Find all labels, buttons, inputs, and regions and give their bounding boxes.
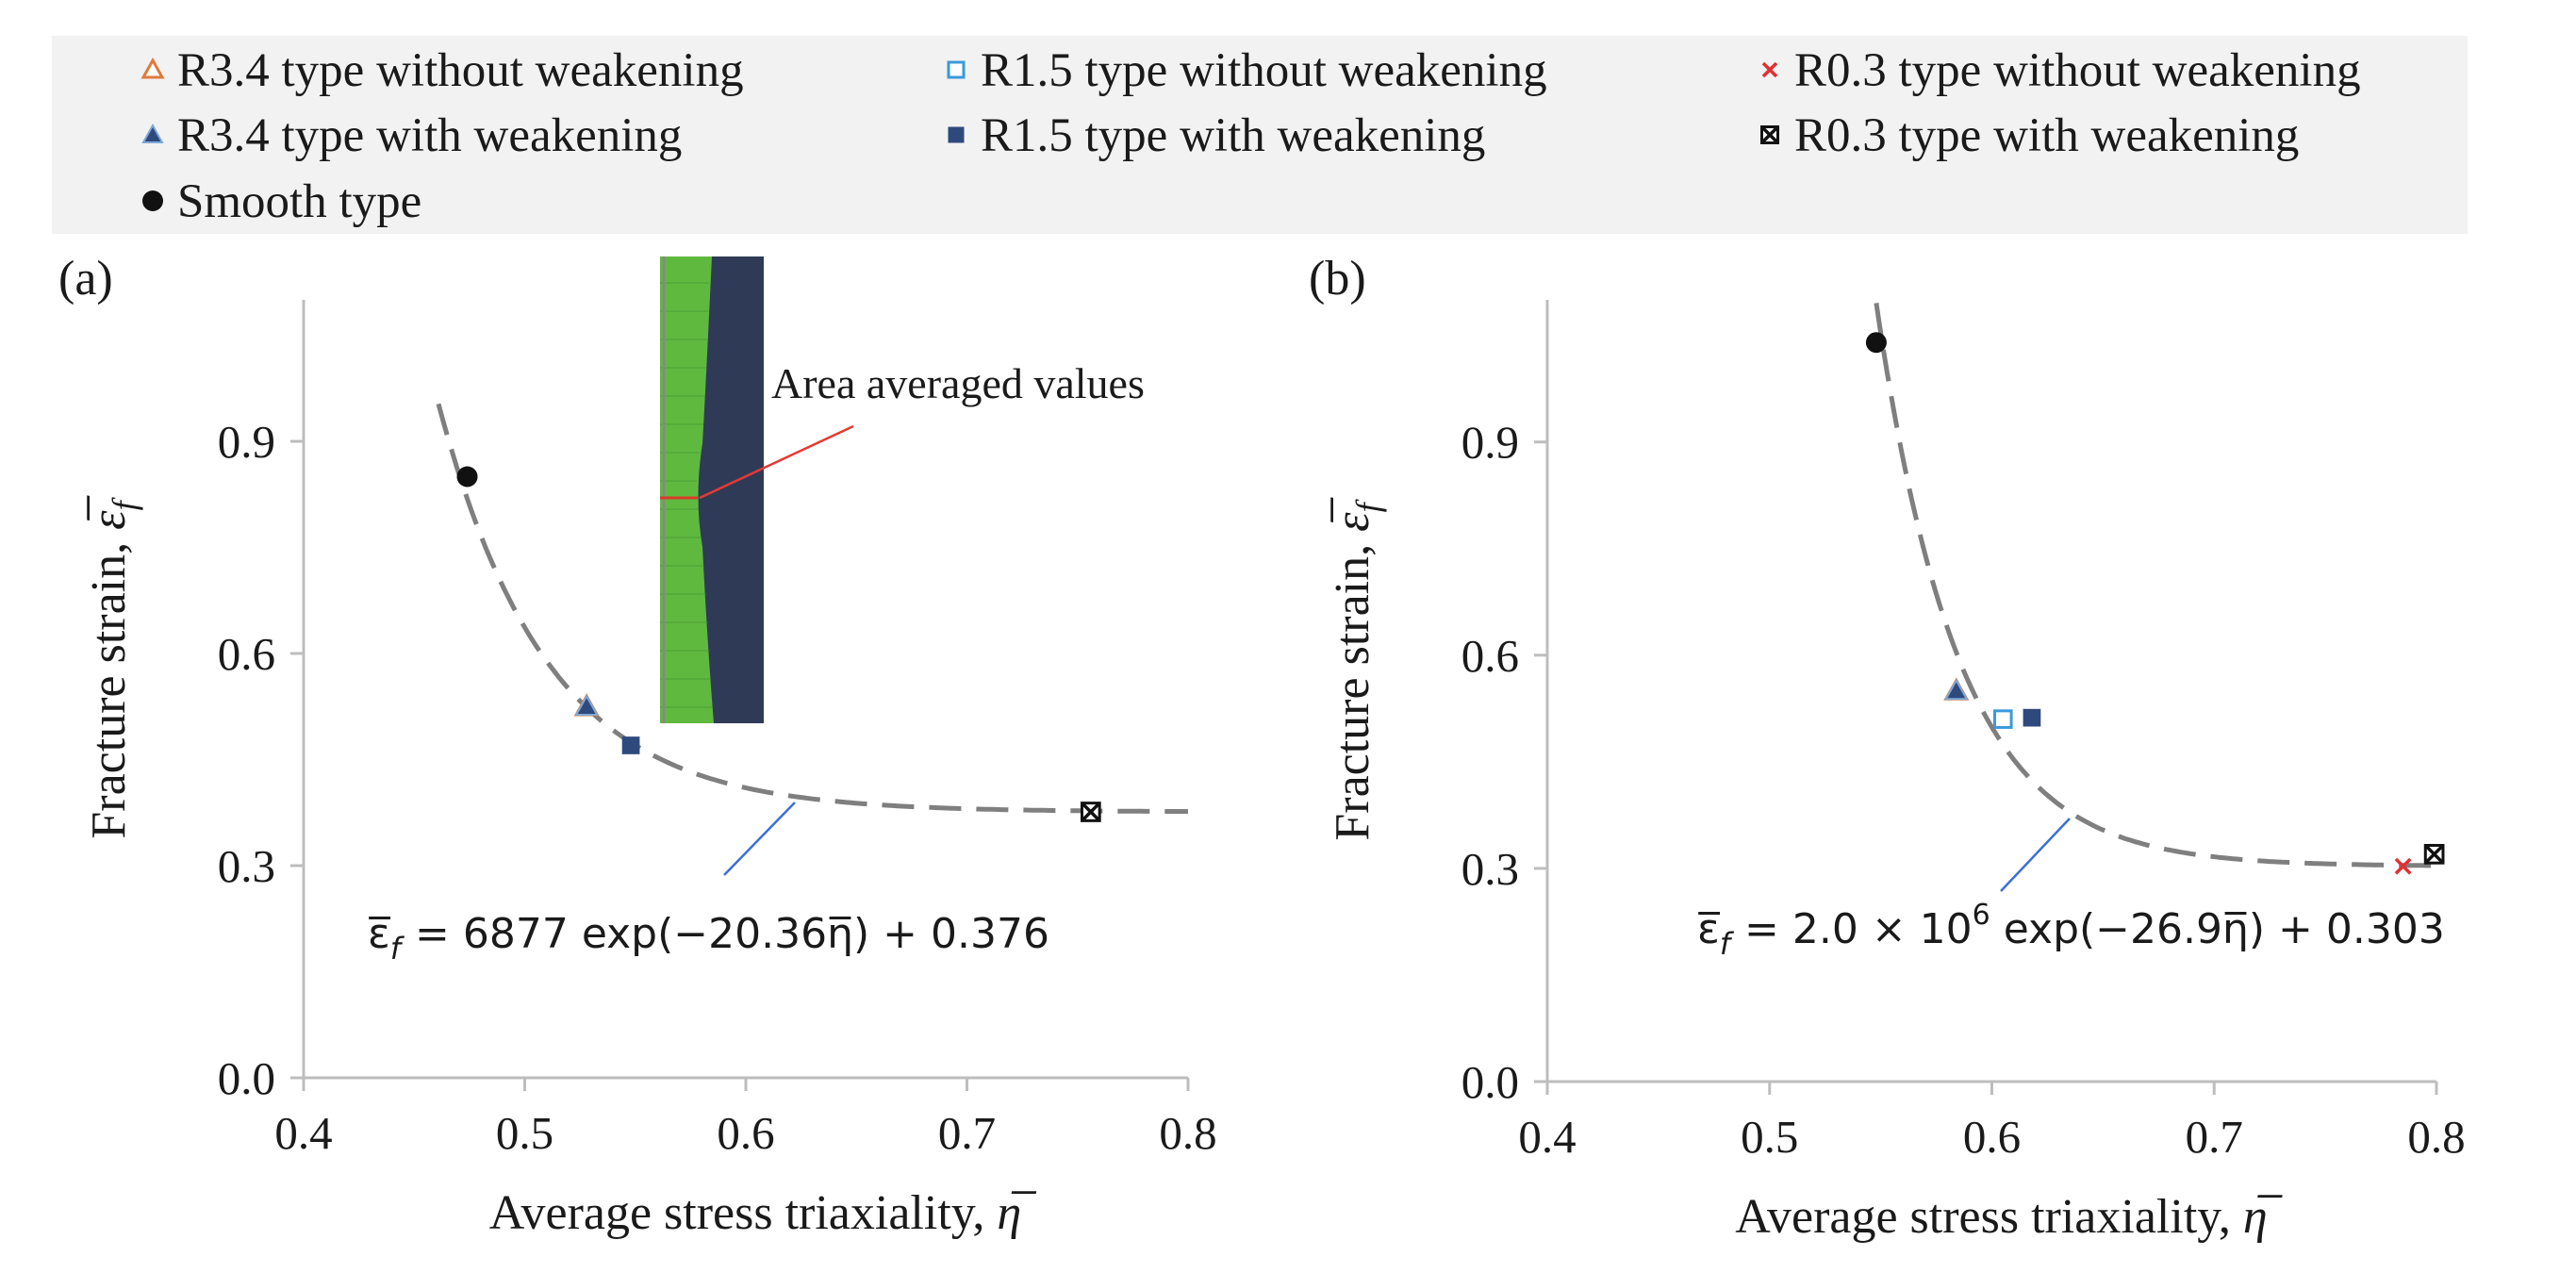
panel-b-x-tick-label: 0.8 xyxy=(2407,1111,2465,1163)
legend-marker-smooth-type xyxy=(142,190,163,211)
panel-a-point-r3-4-type-with-weakening xyxy=(574,694,599,717)
equation-a-pointer xyxy=(723,802,796,876)
panel-a-y-axis-label: Fracture strain, ε̅f xyxy=(82,495,143,838)
annotation-area-averaged: Area averaged values xyxy=(771,359,1145,407)
panel-b-y-tick-label: 0.6 xyxy=(1461,630,1519,682)
panel-a-y-tick-label: 0.3 xyxy=(218,840,275,892)
legend-marker-r3-4-type-without-weakening xyxy=(140,57,165,79)
panel-a-y-tick-label: 0.9 xyxy=(218,416,275,468)
panel-a-fit-curve xyxy=(436,403,1189,815)
legend-label-r3-4-type-with-weakening: R3.4 type with weakening xyxy=(177,109,682,162)
panel-b-x-tick-label: 0.4 xyxy=(1518,1111,1576,1163)
panel-b-point-smooth-type xyxy=(1865,332,1887,354)
panel-b-y-tick-label: 0.0 xyxy=(1461,1056,1519,1108)
panel-a: 0.0 0.3 0.6 0.9 0.4 0.5 0.6 0.7 0.8 Average stres… xyxy=(82,300,1217,1240)
legend-marker-r3-4-type-with-weakening xyxy=(141,123,164,143)
legend-marker-r0-3-type-with-weakening xyxy=(1760,125,1779,144)
panel-b-point-r1-5-type-without-weakening xyxy=(1992,709,2013,729)
equation-b-text: = 2.0 × 106 exp(−26.9η̅) + 0.303 xyxy=(1744,899,2445,953)
equation-b-pointer xyxy=(2000,818,2071,892)
panel-a-label: (a) xyxy=(58,252,113,306)
equation-b-symbol: ε̅f xyxy=(1697,905,1735,962)
panel-b-y-tick-label: 0.3 xyxy=(1461,843,1519,895)
legend-label-r0-3-type-without-weakening: R0.3 type without weakening xyxy=(1794,44,2361,97)
legend-label-r1-5-type-without-weakening: R1.5 type without weakening xyxy=(981,44,1547,97)
legend-label-smooth-type: Smooth type xyxy=(177,175,421,228)
panel-b-x-tick-label: 0.5 xyxy=(1741,1111,1798,1163)
panel-a-x-tick-label: 0.8 xyxy=(1159,1107,1216,1159)
panel-a-x-tick-label: 0.7 xyxy=(938,1107,996,1159)
panel-b-point-r0-3-type-with-weakening xyxy=(2423,843,2445,865)
annotation-leader-line xyxy=(699,424,854,500)
legend-background xyxy=(52,36,2468,234)
panel-b-y-axis-label: Fracture strain, ε̅f xyxy=(1326,497,1387,840)
panel-a-x-axis-label: Average stress triaxiality, η̅ xyxy=(489,1186,1036,1240)
panel-b: 0.0 0.3 0.6 0.9 0.4 0.5 0.6 0.7 0.8 Average stres… xyxy=(1326,300,2466,1244)
panel-a-point-r1-5-type-with-weakening xyxy=(621,736,640,754)
equation-a-symbol: ε̅f xyxy=(368,910,405,967)
panel-a-point-r0-3-type-with-weakening xyxy=(1080,802,1101,822)
panel-b-point-r1-5-type-with-weakening xyxy=(2023,708,2041,727)
panel-b-x-tick-label: 0.6 xyxy=(1963,1111,2021,1163)
panel-a-point-smooth-type xyxy=(456,466,478,488)
panel-b-x-axis-label: Average stress triaxiality, η̅ xyxy=(1735,1190,2282,1244)
legend-label-r3-4-type-without-weakening: R3.4 type without weakening xyxy=(177,44,744,97)
legend-label-r1-5-type-with-weakening: R1.5 type with weakening xyxy=(981,109,1485,162)
equation-a: ε̅f = 6877 exp(−20.36η̅) + 0.376 xyxy=(368,910,1049,967)
legend: R3.4 type without weakening R1.5 type wit… xyxy=(140,44,2361,228)
panel-b-point-r0-3-type-without-weakening xyxy=(2394,857,2412,875)
legend-marker-r1-5-type-with-weakening xyxy=(948,126,965,143)
panel-b-label: (b) xyxy=(1309,252,1366,306)
legend-label-r0-3-type-with-weakening: R0.3 type with weakening xyxy=(1794,109,2299,162)
mesh-inset xyxy=(660,256,764,723)
panel-a-x-tick-label: 0.6 xyxy=(717,1107,774,1159)
panel-b-x-tick-label: 0.7 xyxy=(2186,1111,2243,1163)
equation-b: ε̅f = 2.0 × 106 exp(−26.9η̅) + 0.303 xyxy=(1697,899,2445,962)
panel-b-fit-curve xyxy=(1874,303,2437,868)
panel-b-y-tick-label: 0.9 xyxy=(1461,417,1519,469)
legend-marker-r1-5-type-without-weakening xyxy=(947,60,966,79)
equation-a-text: = 6877 exp(−20.36η̅) + 0.376 xyxy=(415,910,1049,958)
panel-a-x-tick-label: 0.5 xyxy=(496,1107,553,1159)
panel-a-y-tick-label: 0.6 xyxy=(218,628,275,680)
panel-a-y-tick-label: 0.0 xyxy=(218,1052,275,1104)
panel-b-point-r3-4-type-with-weakening xyxy=(1944,678,1969,701)
panel-a-x-tick-label: 0.4 xyxy=(274,1107,332,1159)
legend-marker-r0-3-type-without-weakening xyxy=(1761,61,1778,78)
